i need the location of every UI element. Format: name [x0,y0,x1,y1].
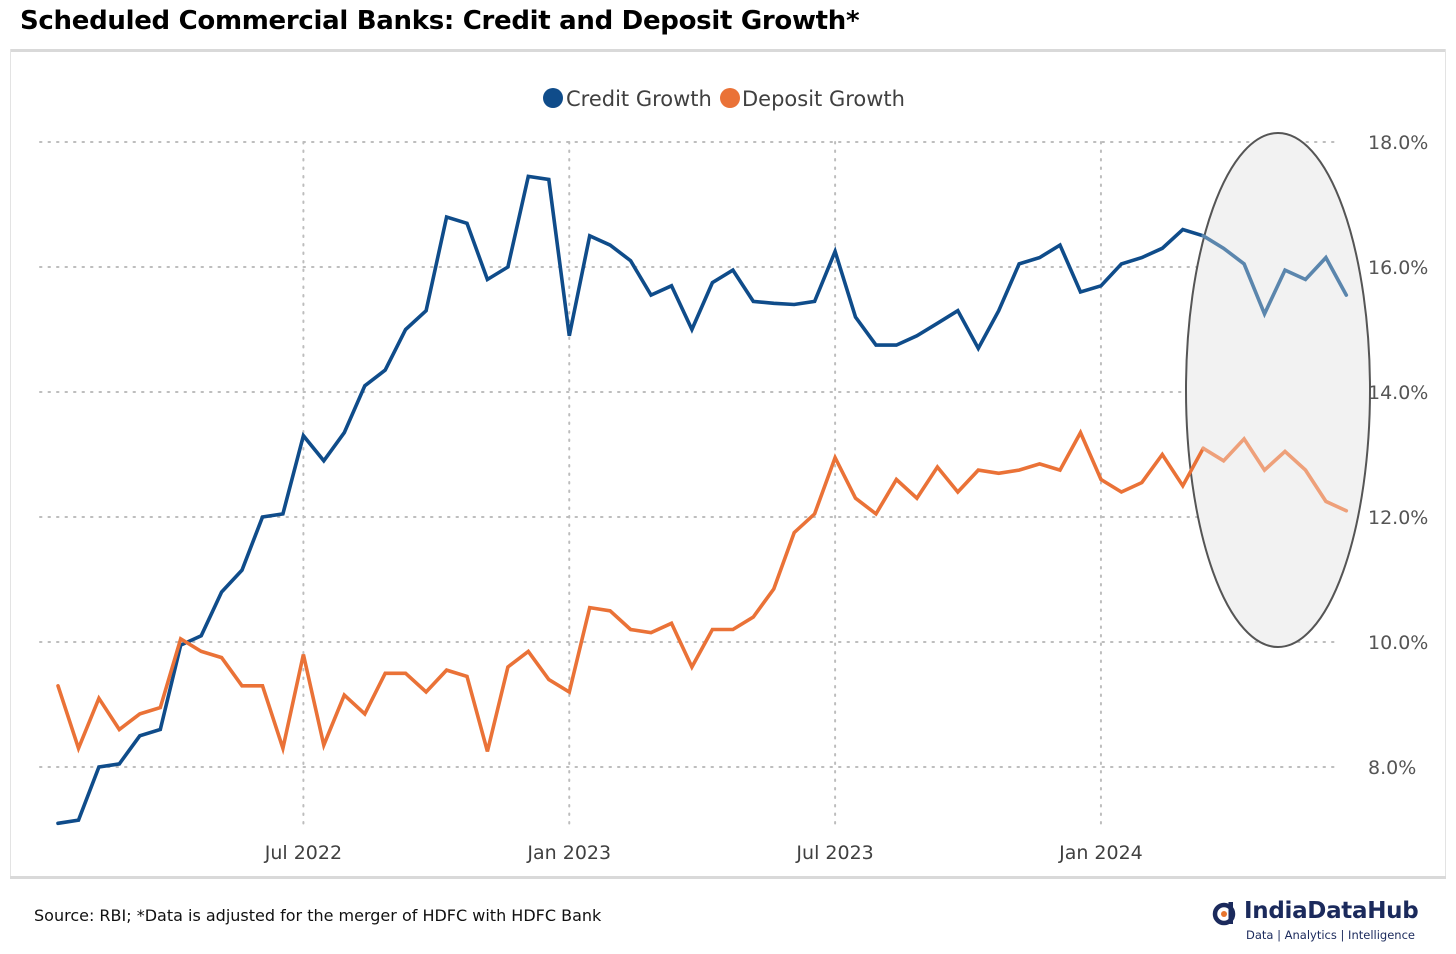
chart-legend: Credit Growth Deposit Growth [543,87,905,111]
footer-divider [10,876,1446,879]
brand-name: IndiaDataHub [1244,898,1419,924]
frame-right-border [1445,49,1446,879]
legend-credit-label: Credit Growth [566,87,712,111]
credit-growth-line [56,174,1205,826]
x-tick-label: Jul 2023 [795,842,873,864]
x-axis-ticks: Jul 2022 Jan 2023 Jul 2023 Jan 2024 [264,842,1143,864]
x-tick-label: Jan 2024 [1058,842,1143,864]
y-tick-label: 18.0% [1368,132,1428,154]
deposit-growth-line-highlighted [1201,435,1349,513]
indiadatahub-logo-icon [1212,902,1236,926]
y-tick-label: 12.0% [1368,507,1428,529]
legend-deposit-marker [720,88,740,108]
line-chart: 8.0% 10.0% 12.0% 14.0% 16.0% 18.0% Jul 2022 Ja… [39,87,1428,864]
x-tick-label: Jul 2022 [264,842,342,864]
credit-growth-line-highlighted [1201,234,1349,319]
page-title: Scheduled Commercial Banks: Credit and D… [20,6,860,36]
y-tick-label: 8.0% [1368,757,1416,779]
deposit-growth-line [56,428,1205,756]
x-tick-label: Jan 2023 [526,842,611,864]
brand-tagline: Data | Analytics | Intelligence [1246,928,1415,942]
grid-lines [39,141,1341,831]
series-lines [56,174,1349,826]
y-axis-ticks: 8.0% 10.0% 12.0% 14.0% 16.0% 18.0% [1368,132,1428,779]
y-tick-label: 10.0% [1368,632,1428,654]
legend-deposit-label: Deposit Growth [742,87,905,111]
brand-block: IndiaDataHub Data | Analytics | Intellig… [1212,898,1442,944]
y-tick-label: 14.0% [1368,382,1428,404]
highlight-ellipse [1185,132,1371,648]
source-note: Source: RBI; *Data is adjusted for the m… [34,906,602,925]
y-tick-label: 16.0% [1368,257,1428,279]
frame-left-border [10,49,11,879]
legend-credit-marker [543,88,563,108]
header-divider [10,49,1446,52]
